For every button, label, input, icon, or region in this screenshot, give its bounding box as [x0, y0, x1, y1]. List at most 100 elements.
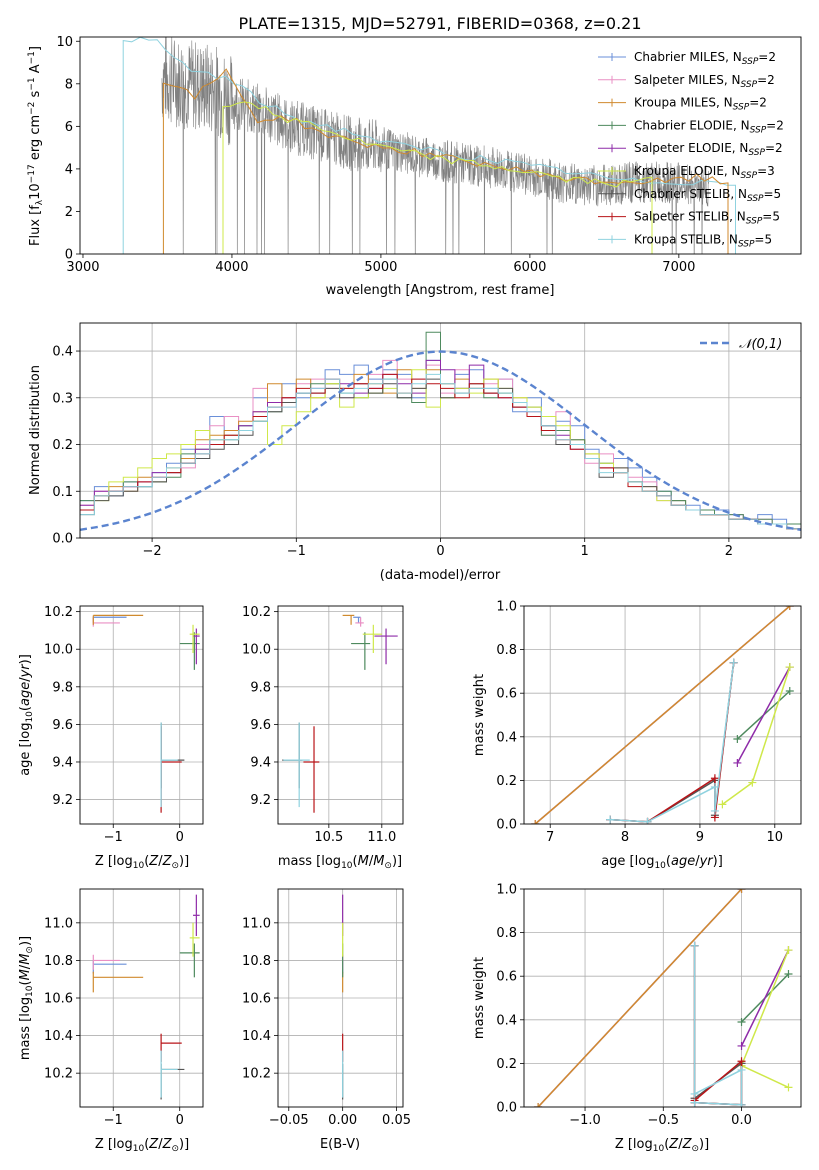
label-part: Flux [f — [28, 205, 43, 246]
errorbar — [189, 624, 200, 653]
label-part: SSP — [733, 103, 750, 113]
label-part: s — [28, 90, 43, 101]
ytick-label: 10.0 — [44, 643, 73, 658]
ytick-label: 0.8 — [496, 643, 517, 658]
label-part: =2 — [757, 73, 775, 87]
errorbar — [179, 943, 200, 978]
label-part: Kroupa MILES, N — [634, 96, 733, 110]
mass-age-axes: 10.5 11.0 9.2 9.4 9.6 9.8 10.0 10.2 — [242, 605, 404, 845]
ytick-label: 9.2 — [52, 793, 73, 808]
ytick-label: 0.1 — [52, 485, 73, 500]
label-part: Salpeter ELODIE, N — [634, 141, 748, 155]
grid — [80, 606, 203, 824]
errorbar — [160, 722, 178, 808]
weight-marker — [737, 889, 746, 893]
ytick-label: 9.6 — [52, 718, 73, 733]
label-part: SSP — [742, 57, 759, 67]
label-part: λ — [35, 199, 45, 205]
weight-marker — [643, 817, 652, 824]
z-mass-axes: −1 0 10.2 10.4 10.6 10.8 11.0 — [44, 888, 204, 1128]
axes-frame — [523, 605, 802, 825]
plot-area — [80, 331, 801, 538]
errorbar — [303, 726, 320, 813]
ytick-label: 0.8 — [496, 926, 517, 941]
data-spectrum — [161, 37, 709, 254]
xtick-label: 0 — [436, 544, 444, 559]
z-age-axes: −1 0 9.2 9.4 9.6 9.8 10.0 10.2 — [44, 605, 204, 845]
ytick-label: 0.4 — [52, 345, 73, 360]
weight-marker — [531, 820, 540, 824]
age-weight-xlabel: age [log10(age/yr)] — [601, 854, 723, 871]
ytick-label: 6 — [65, 120, 73, 135]
weight-line-z — [693, 945, 743, 1106]
ytick-label: 10.2 — [44, 605, 73, 620]
ytick-label: 10.4 — [242, 1029, 271, 1044]
ytick-label: 10.2 — [242, 605, 271, 620]
ytick-label: 11.0 — [242, 916, 271, 931]
weight-marker — [784, 1083, 793, 1092]
label-part: SSP — [748, 148, 765, 158]
weight-marker — [534, 1103, 543, 1107]
xtick-label: −1 — [287, 544, 306, 559]
label-part: Chabrier MILES, N — [634, 50, 742, 64]
weight-marker — [733, 758, 742, 767]
ytick-label: 0.4 — [496, 1013, 517, 1028]
label-part: ] — [28, 46, 43, 51]
label-part: =2 — [765, 141, 783, 155]
weight-marker — [737, 1100, 746, 1107]
label-part: ( — [664, 1137, 669, 1152]
xtick-label: 7000 — [662, 260, 695, 275]
label-part: yr — [699, 854, 715, 869]
weight-marker — [785, 663, 794, 672]
errorbar — [362, 624, 382, 653]
residual-xlabel: (data-model)/error — [380, 568, 501, 583]
ytick-label: 10.8 — [44, 954, 73, 969]
spectrum-axes: 3000 4000 5000 6000 7000 0 2 4 6 8 10 — [56, 35, 802, 275]
ytick-label: 10.2 — [44, 1067, 73, 1082]
label-part: )] — [179, 1137, 189, 1152]
label-part: M — [18, 954, 33, 965]
label-part: −2 — [27, 102, 37, 115]
label-part: SSP — [741, 171, 758, 181]
errorbar — [353, 616, 361, 623]
xtick-label: 8 — [621, 830, 629, 845]
xtick-label: −2 — [143, 544, 162, 559]
label-part: 10 — [653, 1144, 665, 1154]
legend-label: Kroupa STELIB, NSSP=5 — [634, 232, 772, 249]
label-part: Chabrier ELODIE, N — [634, 118, 750, 132]
errorbar — [92, 616, 127, 623]
weight-line-age — [610, 662, 735, 823]
label-part: ⊙ — [691, 1144, 699, 1154]
label-part: mass [log — [18, 997, 33, 1060]
label-part: Z — [668, 1137, 679, 1152]
errorbar — [92, 954, 120, 970]
label-part: Z — [148, 1137, 159, 1152]
ytick-label: 0.0 — [496, 818, 517, 833]
axes-frame — [277, 605, 404, 825]
weight-marker — [737, 1065, 746, 1074]
xtick-label: −1.0 — [569, 1113, 601, 1128]
label-part: / — [18, 964, 33, 969]
plot-area — [92, 894, 200, 1100]
xtick-label: 2 — [725, 544, 733, 559]
xtick-label: 0.00 — [328, 1113, 357, 1128]
ytick-label: 0 — [65, 248, 73, 263]
ytick-label: 9.2 — [250, 793, 271, 808]
z-age-xlabel: Z [log10(Z/Z⊙)] — [95, 854, 189, 871]
label-part: Z [log — [615, 1137, 653, 1152]
label-part: M — [373, 854, 384, 869]
ytick-label: 0.0 — [496, 1101, 517, 1116]
ticks: −1 0 10.2 10.4 10.6 10.8 11.0 — [44, 916, 184, 1128]
errorbar — [92, 960, 127, 974]
ytick-label: 1.0 — [496, 600, 517, 615]
label-part: age — [671, 854, 695, 869]
label-part: ( — [18, 980, 33, 985]
xtick-label: 7 — [546, 830, 554, 845]
legend-label: Salpeter MILES, NSSP=2 — [634, 73, 775, 90]
weight-marker — [785, 687, 794, 696]
mass-age-xlabel: mass [log10(M/M⊙)] — [278, 854, 402, 871]
label-part: Kroupa ELODIE, N — [634, 164, 741, 178]
label-part: =5 — [754, 232, 772, 246]
ebv-mass-axes: −0.05 0.00 0.05 10.2 10.4 10.6 10.8 11.0 — [242, 888, 411, 1128]
xtick-label: 6000 — [513, 260, 546, 275]
